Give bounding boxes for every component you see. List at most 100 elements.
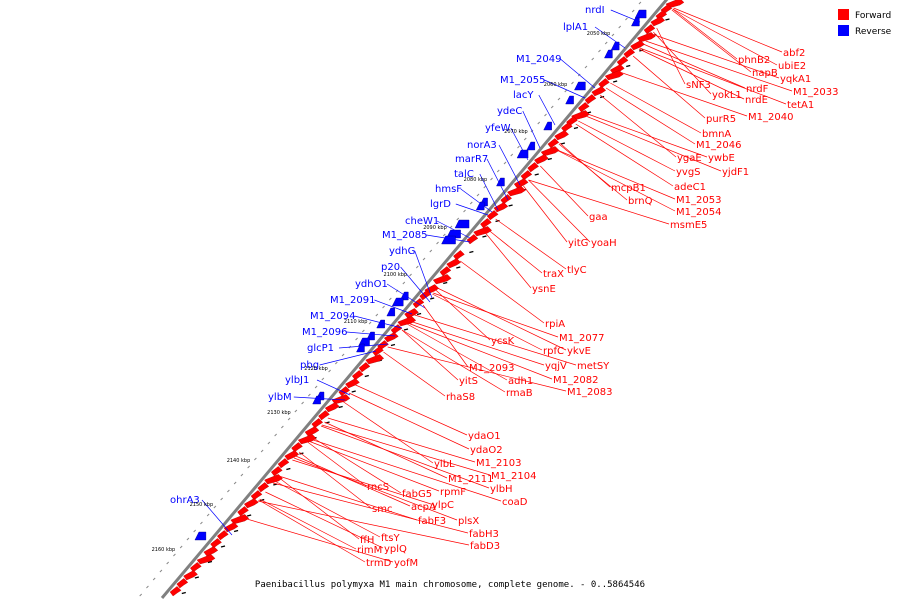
scale-marker: [260, 498, 265, 502]
forward-gene-arrow: [217, 530, 229, 541]
forward-leader-line: [583, 114, 722, 172]
forward-gene-arrow: [480, 218, 492, 229]
reverse-gene-arrow: [312, 395, 321, 405]
forward-gene-arrow: [257, 482, 270, 493]
scale-marker: [416, 312, 422, 316]
tick-mark: [510, 153, 514, 157]
forward-gene-arrow: [297, 434, 317, 445]
scale-marker: [286, 467, 291, 471]
forward-gene-label: ubiE2: [778, 61, 806, 72]
reverse-leader-line: [479, 173, 499, 211]
reverse-gene-label: lacY: [513, 90, 534, 101]
scale-marker: [639, 49, 644, 52]
forward-gene-label: M1_2077: [559, 333, 604, 344]
forward-gene-label: fabF3: [418, 516, 446, 527]
forward-leader-line: [653, 31, 712, 95]
reverse-gene-arrow: [391, 297, 404, 307]
forward-leader-line: [308, 440, 440, 492]
forward-gene-label: rncS: [367, 482, 389, 493]
forward-gene-label: rpiA: [545, 319, 565, 330]
scale-marker: [351, 390, 356, 393]
forward-gene-arrow: [547, 138, 560, 149]
tick-mark: [146, 585, 149, 589]
label-leaders: [201, 7, 793, 563]
forward-leader-line: [671, 9, 752, 73]
reverse-gene-label: ydhG: [389, 246, 415, 257]
forward-gene-label: fabH3: [469, 529, 499, 540]
tick-mark: [287, 417, 291, 421]
tick-mark: [476, 193, 480, 197]
forward-gene-label: yofM: [394, 558, 418, 569]
tick-mark: [200, 521, 203, 525]
scale-marker: [534, 173, 539, 176]
forward-gene-label: yitS: [459, 376, 478, 387]
tick-mark: [409, 273, 412, 277]
forward-leader-line: [258, 499, 366, 563]
forward-leader-line: [327, 417, 476, 463]
reverse-leader-line: [460, 188, 493, 213]
forward-gene-label: M1_2103: [476, 458, 521, 469]
forward-gene-label: msmE5: [670, 220, 707, 231]
forward-gene-label: ylbH: [490, 484, 513, 495]
forward-gene-label: M1_2054: [676, 207, 721, 218]
legend-swatch-forward: [838, 9, 849, 20]
tick-mark: [429, 249, 433, 253]
forward-leader-line: [578, 120, 676, 172]
forward-gene-arrow: [270, 466, 283, 477]
forward-leader-line: [645, 40, 793, 92]
forward-leader-line: [672, 8, 778, 66]
chromosome-backbone: [160, 0, 669, 599]
reverse-leader-line: [560, 58, 596, 89]
tick-mark: [294, 409, 298, 413]
forward-gene-label: smc: [372, 504, 392, 515]
forward-leader-line: [311, 436, 402, 494]
tick-mark: [341, 353, 345, 357]
reverse-leader-line: [354, 315, 403, 329]
forward-leader-line: [274, 480, 381, 538]
forward-gene-label: yoaH: [591, 238, 617, 249]
reverse-gene-arrow: [565, 95, 574, 105]
reverse-gene-arrow: [526, 141, 536, 151]
reverse-leader-line: [498, 144, 521, 186]
forward-gene-arrow: [623, 48, 636, 59]
forward-gene-label: M1_2111: [448, 474, 493, 485]
forward-gene-arrow: [284, 450, 300, 461]
forward-leader-line: [401, 329, 506, 393]
forward-gene-arrow: [584, 94, 597, 105]
forward-gene-label: gaa: [589, 212, 608, 223]
reverse-leader-line: [436, 220, 471, 239]
forward-leader-line: [277, 476, 360, 540]
reverse-gene-label: ylbM: [268, 392, 292, 403]
tick-mark: [463, 209, 466, 213]
scale-marker: [495, 219, 500, 223]
scale-marker: [599, 95, 605, 99]
scale-marker: [220, 545, 226, 548]
forward-gene-label: ysnE: [532, 284, 556, 295]
forward-leader-line: [619, 71, 748, 117]
reverse-gene-label: ylbJ1: [285, 375, 309, 386]
forward-gene-label: ywbE: [708, 153, 735, 164]
scale-marker: [547, 157, 552, 161]
kbp-tick-label: 2060 kbp: [544, 82, 568, 88]
reverse-leader-line: [610, 9, 641, 23]
tick-mark: [314, 385, 318, 389]
forward-gene-arrow: [183, 570, 198, 581]
reverse-gene-label: cheW1: [405, 216, 439, 227]
reverse-leader-line: [455, 203, 489, 216]
forward-leader-line: [672, 8, 738, 60]
forward-leader-line: [320, 425, 490, 489]
forward-leader-line: [435, 289, 491, 341]
scale-marker: [482, 235, 487, 238]
forward-leader-line: [243, 517, 394, 563]
forward-gene-arrow: [365, 354, 385, 365]
forward-gene-label: M1_2053: [676, 195, 721, 206]
forward-gene-label: nrdE: [745, 95, 768, 106]
tick-mark: [321, 377, 325, 381]
forward-gene-label: acpA: [411, 502, 436, 513]
forward-gene-label: ykvE: [567, 346, 591, 357]
reverse-leader-line: [414, 250, 433, 299]
scale-marker: [364, 374, 369, 378]
tick-mark: [517, 145, 520, 149]
reverse-gene-label: lplA1: [563, 22, 588, 33]
